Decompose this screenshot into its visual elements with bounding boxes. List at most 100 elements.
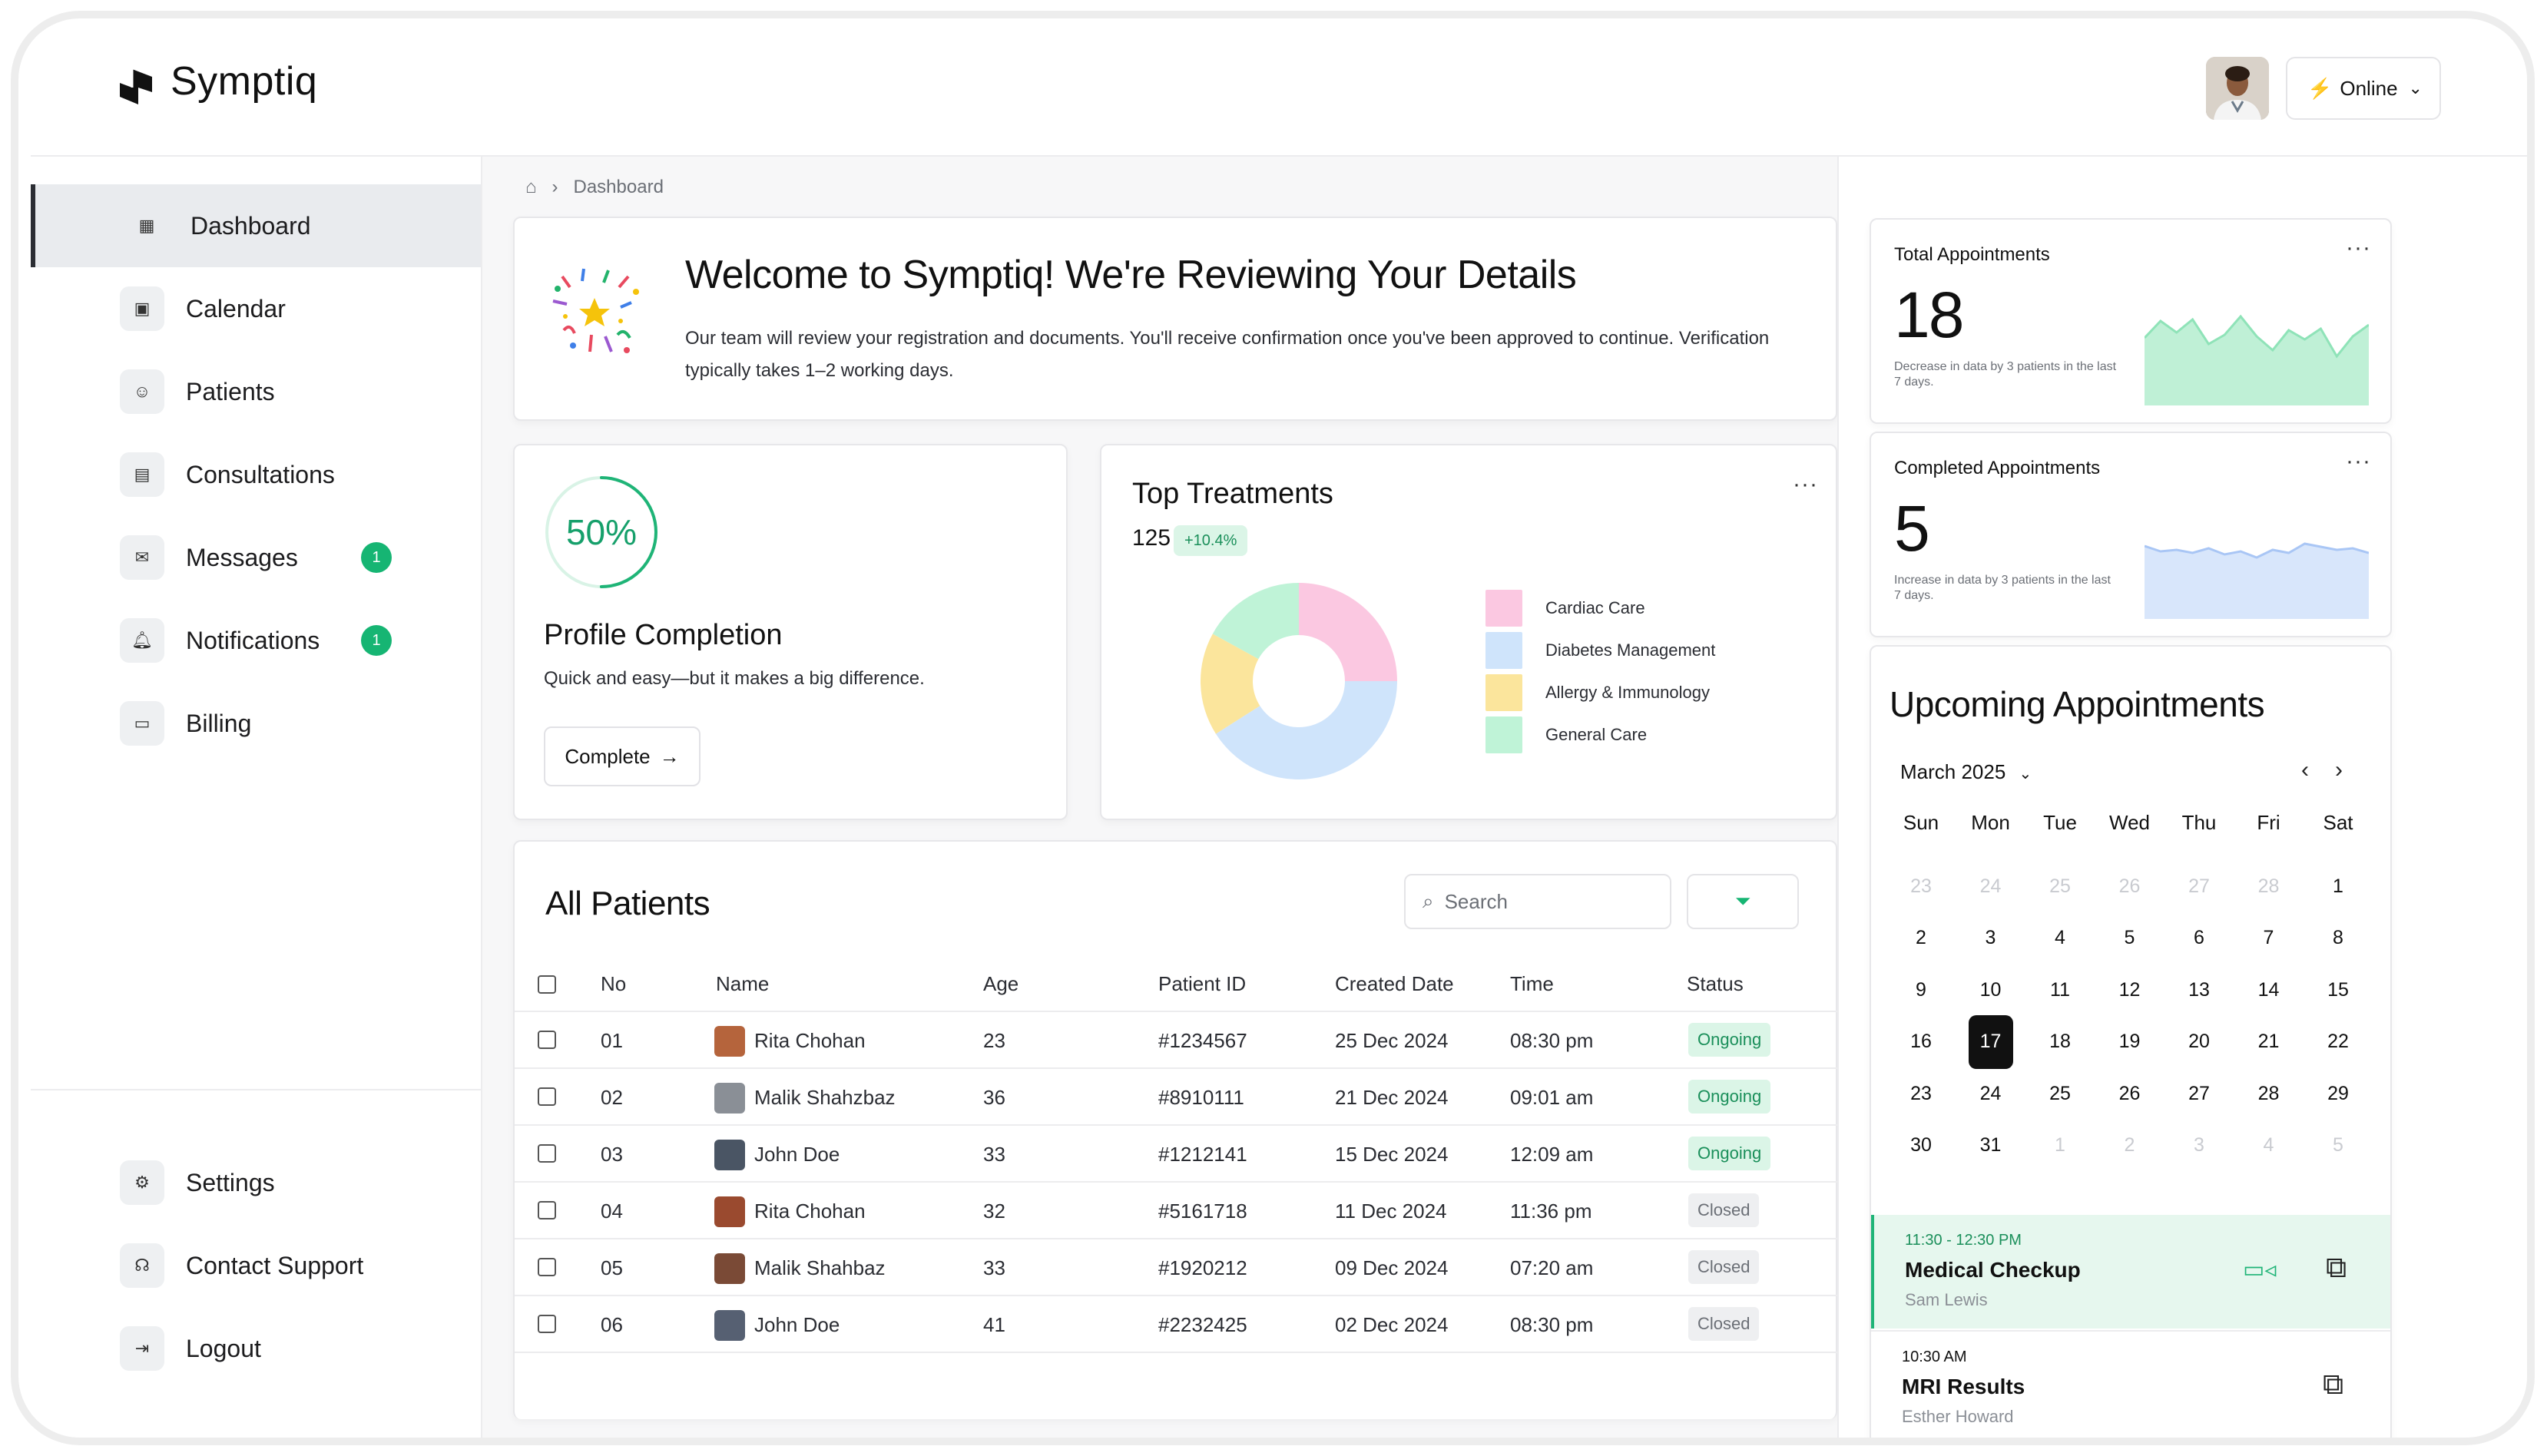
messages-badge: 1 [361,542,392,573]
calendar-day[interactable]: 4 [2055,927,2065,948]
calendar-day[interactable]: 8 [2333,927,2343,948]
completed-appointments-sparkline [2145,542,2369,619]
calendar-day[interactable]: 27 [2188,1082,2210,1104]
sidebar-item-dashboard[interactable]: ▦ Dashboard [31,184,481,267]
row-checkbox[interactable] [538,1031,556,1049]
calendar-day[interactable]: 23 [1910,1082,1932,1104]
logout-icon: ⇥ [120,1326,164,1371]
calendar-day[interactable]: 23 [1910,875,1932,897]
filter-button[interactable]: ⏷ [1687,874,1799,929]
calendar-day[interactable]: 15 [2327,978,2349,1001]
row-checkbox[interactable] [538,1087,556,1106]
calendar-day[interactable]: 12 [2118,978,2141,1001]
calendar-day[interactable]: 5 [2333,1134,2343,1156]
calendar-day[interactable]: 4 [2263,1134,2274,1156]
appointment-item[interactable]: 10:30 AM MRI Results Esther Howard ⧉ [1871,1330,2390,1438]
stat-note: Increase in data by 3 patients in the la… [1894,574,2111,602]
table-row[interactable]: 04 Rita Chohan 32 #5161718 11 Dec 2024 11:36 … [515,1183,1868,1239]
user-avatar[interactable] [2206,57,2269,120]
sidebar-item-logout[interactable]: ⇥ Logout [31,1307,481,1390]
table-row[interactable]: 06 John Doe 41 #2232425 02 Dec 2024 08:30 pm C… [515,1296,1868,1353]
column-header-created-date[interactable]: Created Date [1335,972,1454,995]
calendar-day[interactable]: 18 [2049,1031,2071,1052]
sidebar-item-billing[interactable]: ▭ Billing [31,682,481,765]
cell-no: 06 [601,1313,623,1336]
calendar-day[interactable]: 10 [1979,978,2002,1001]
calendar-day[interactable]: 30 [1910,1134,1932,1156]
next-month-button[interactable]: › [2335,757,2343,783]
calendar-day[interactable]: 14 [2257,978,2280,1001]
month-selector[interactable]: March 2025 ⌄ [1900,760,2032,784]
calendar-day[interactable]: 26 [2118,1082,2141,1104]
calendar-day[interactable]: 5 [2124,927,2135,948]
table-row[interactable]: 05 Malik Shahbaz 33 #1920212 09 Dec 2024 07:2… [515,1239,1868,1296]
row-checkbox[interactable] [538,1201,556,1219]
row-checkbox[interactable] [538,1315,556,1333]
sidebar-item-consultations[interactable]: ▤ Consultations [31,433,481,516]
sidebar-item-notifications[interactable]: 🔔︎ Notifications 1 [31,599,481,682]
row-divider [515,1352,1868,1353]
table-row[interactable]: 03 John Doe 33 #1212141 15 Dec 2024 12:09 am O… [515,1126,1868,1183]
calendar-day[interactable]: 24 [1979,1082,2002,1104]
table-row[interactable]: 02 Malik Shahzbaz 36 #8910111 21 Dec 2024 09:… [515,1069,1868,1126]
calendar-day[interactable]: 1 [2055,1134,2065,1156]
calendar-day[interactable]: 7 [2263,927,2274,948]
column-header-patient-id[interactable]: Patient ID [1158,972,1247,995]
calendar-day[interactable]: 13 [2188,978,2210,1001]
prev-month-button[interactable]: ‹ [2301,757,2309,783]
calendar-day-today[interactable]: 17 [1968,1014,2013,1069]
calendar-day[interactable]: 21 [2257,1031,2280,1052]
column-header-no[interactable]: No [601,972,627,995]
status-label: Online [2340,76,2398,100]
select-all-checkbox[interactable] [538,975,556,994]
calendar-day[interactable]: 22 [2327,1031,2349,1052]
legend-label: Allergy & Immunology [1545,683,1710,702]
row-checkbox[interactable] [538,1258,556,1276]
column-header-age[interactable]: Age [983,972,1019,995]
search-input[interactable]: ⌕ Search [1404,874,1671,929]
table-row[interactable]: 01 Rita Chohan 23 #1234567 25 Dec 2024 08:30 … [515,1012,1868,1069]
calendar-day[interactable]: 3 [1985,927,1996,948]
home-icon[interactable]: ⌂ [525,177,537,197]
video-call-icon[interactable]: ▭◃ [2243,1257,2277,1282]
column-header-name[interactable]: Name [716,972,770,995]
sidebar-item-patients[interactable]: ☺ Patients [31,350,481,433]
calendar-day[interactable]: 25 [2049,1082,2071,1104]
calendar-day[interactable]: 11 [2050,978,2070,1001]
more-options-icon[interactable]: ··· [2346,448,2371,474]
sidebar-item-settings[interactable]: ⚙ Settings [31,1141,481,1224]
calendar-day[interactable]: 29 [2327,1082,2349,1104]
calendar-day[interactable]: 31 [1979,1134,2002,1156]
calendar-day[interactable]: 28 [2257,1082,2280,1104]
calendar-day[interactable]: 2 [1916,927,1926,948]
complete-button[interactable]: Complete → [544,726,701,786]
calendar-day[interactable]: 20 [2188,1031,2210,1052]
appointment-item[interactable]: 11:30 - 12:30 PM Medical Checkup Sam Lew… [1871,1215,2390,1329]
more-options-icon[interactable]: ··· [2346,235,2371,260]
calendar-day[interactable]: 24 [1979,875,2002,897]
calendar-day[interactable]: 28 [2257,875,2280,897]
external-link-icon[interactable]: ⧉ [2323,1368,2344,1401]
legend-swatch [1485,674,1522,711]
calendar-day[interactable]: 25 [2049,875,2071,897]
column-header-time[interactable]: Time [1510,972,1554,995]
calendar-day[interactable]: 26 [2118,875,2141,897]
profile-title: Profile Completion [544,619,783,651]
calendar-day[interactable]: 2 [2124,1134,2135,1156]
calendar-day[interactable]: 6 [2194,927,2204,948]
progress-ring [545,476,657,588]
calendar-day[interactable]: 27 [2188,875,2210,897]
calendar-day[interactable]: 1 [2333,875,2343,897]
calendar-day[interactable]: 19 [2118,1031,2141,1052]
status-dropdown[interactable]: ⚡ Online ⌄ [2286,57,2441,120]
external-link-icon[interactable]: ⧉ [2326,1252,2347,1284]
sidebar-item-messages[interactable]: ✉ Messages 1 [31,516,481,599]
row-checkbox[interactable] [538,1144,556,1163]
calendar-day[interactable]: 16 [1910,1031,1932,1052]
calendar-day[interactable]: 9 [1916,978,1926,1001]
more-options-icon[interactable]: ··· [1793,472,1818,497]
column-header-status[interactable]: Status [1687,972,1744,995]
sidebar-item-calendar[interactable]: ▣ Calendar [31,267,481,350]
sidebar-item-contact-support[interactable]: ☊ Contact Support [31,1224,481,1307]
calendar-day[interactable]: 3 [2194,1134,2204,1156]
